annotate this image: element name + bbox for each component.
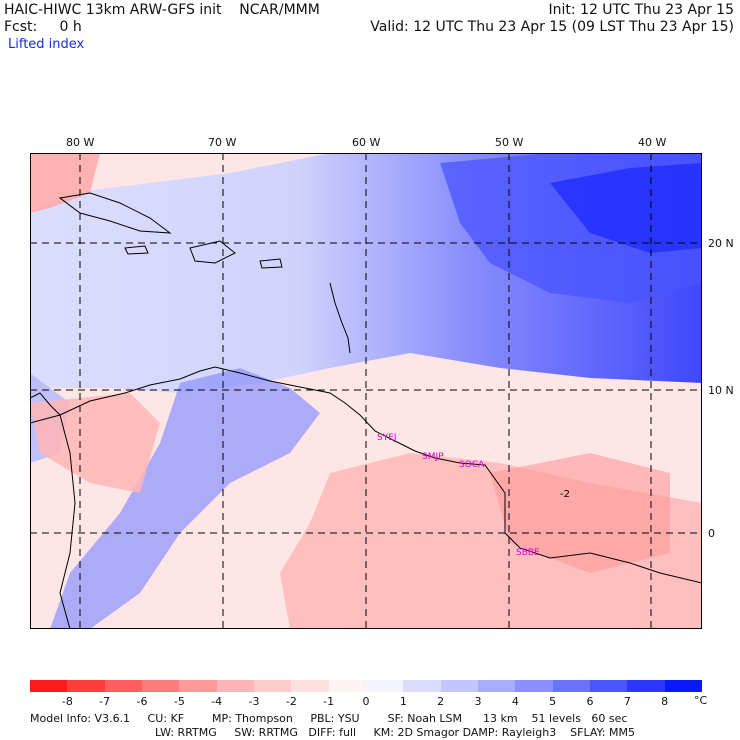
colorbar-swatch bbox=[515, 680, 553, 692]
lon-label-40w: 40 W bbox=[638, 136, 667, 149]
coast-central-america bbox=[30, 392, 61, 416]
colorbar-swatch bbox=[552, 680, 590, 692]
colorbar-label: 2 bbox=[437, 695, 445, 708]
colorbar-unit: °C bbox=[694, 694, 708, 707]
colorbar-swatch bbox=[179, 680, 217, 692]
red-region-amazon bbox=[490, 453, 670, 573]
lon-label-50w: 50 W bbox=[495, 136, 524, 149]
red-region-colombia bbox=[30, 393, 160, 493]
colorbar-swatch bbox=[291, 680, 329, 692]
colorbar-label: -7 bbox=[99, 695, 111, 708]
station-soca: SOCA bbox=[459, 460, 485, 470]
field-name: Lifted index bbox=[8, 37, 85, 52]
lesser-antilles bbox=[329, 282, 351, 354]
coast-south-america bbox=[30, 366, 702, 584]
coast-pacific bbox=[59, 414, 76, 629]
island-puerto-rico bbox=[259, 258, 283, 269]
colorbar-label: 8 bbox=[661, 695, 669, 708]
colorbar-swatch bbox=[216, 680, 254, 692]
colorbar-label: -1 bbox=[323, 695, 335, 708]
lon-label-80w: 80 W bbox=[66, 136, 95, 149]
lon-label-70w: 70 W bbox=[208, 136, 237, 149]
colorbar-swatch bbox=[365, 680, 404, 692]
colorbar-swatch bbox=[328, 680, 366, 692]
colorbar-label: 0 bbox=[362, 695, 370, 708]
colorbar-swatch bbox=[627, 680, 665, 692]
header-init: Init: 12 UTC Thu 23 Apr 15 bbox=[548, 2, 734, 18]
red-region-nw bbox=[30, 153, 100, 213]
colorbar-label: 7 bbox=[623, 695, 631, 708]
model-info-line2: LW: RRTMG SW: RRTMG DIFF: full KM: 2D Sm… bbox=[155, 726, 635, 739]
colorbar-swatch bbox=[589, 680, 628, 692]
colorbar-swatch bbox=[477, 680, 516, 692]
colorbar-label: -3 bbox=[248, 695, 260, 708]
lat-label-0: 0 bbox=[708, 527, 715, 540]
lat-label-20n: 20 N bbox=[708, 237, 734, 250]
lat-label-10n: 10 N bbox=[708, 384, 734, 397]
lon-label-60w: 60 W bbox=[352, 136, 381, 149]
colorbar-label: -2 bbox=[285, 695, 297, 708]
header-fcst: Fcst: 0 h bbox=[4, 19, 82, 35]
colorbar-label: -6 bbox=[136, 695, 148, 708]
blue-core-inner bbox=[550, 163, 702, 253]
colorbar-label: 6 bbox=[586, 695, 594, 708]
colorbar-label: 4 bbox=[511, 695, 519, 708]
colorbar-label: 3 bbox=[474, 695, 482, 708]
colorbar-label: -8 bbox=[61, 695, 73, 708]
lifted-index-map: SYEJ SMJP SOCA SBBE -2 bbox=[30, 153, 702, 629]
island-cuba bbox=[58, 192, 172, 234]
colorbar-swatch bbox=[253, 680, 292, 692]
colorbar-swatch bbox=[664, 680, 702, 692]
colorbar-swatch bbox=[67, 680, 105, 692]
island-jamaica bbox=[124, 245, 149, 255]
colorbar-swatch bbox=[403, 680, 441, 692]
colorbar-swatch bbox=[104, 680, 142, 692]
contour-label: -2 bbox=[560, 489, 570, 500]
station-sbbe: SBBE bbox=[516, 548, 540, 558]
blue-region-andes bbox=[50, 368, 320, 629]
colorbar-swatch bbox=[30, 680, 68, 692]
colorbar-label: 1 bbox=[399, 695, 407, 708]
station-syej: SYEJ bbox=[377, 433, 397, 443]
colorbar-swatch bbox=[440, 680, 478, 692]
colorbar-label: 5 bbox=[549, 695, 557, 708]
header-title: HAIC-HIWC 13km ARW-GFS init NCAR/MMM bbox=[4, 2, 320, 18]
header-valid: Valid: 12 UTC Thu 23 Apr 15 (09 LST Thu … bbox=[370, 19, 734, 35]
model-info-line1: Model Info: V3.6.1 CU: KF MP: Thompson P… bbox=[30, 712, 628, 725]
colorbar-label: -5 bbox=[173, 695, 185, 708]
station-smjp: SMJP bbox=[422, 452, 444, 462]
colorbar-label: -4 bbox=[211, 695, 223, 708]
colorbar-swatch bbox=[141, 680, 180, 692]
island-hispaniola bbox=[189, 240, 236, 264]
colorbar bbox=[30, 680, 702, 692]
